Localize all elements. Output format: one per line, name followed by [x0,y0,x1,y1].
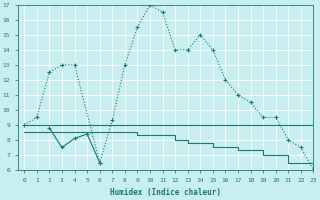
X-axis label: Humidex (Indice chaleur): Humidex (Indice chaleur) [110,188,221,197]
